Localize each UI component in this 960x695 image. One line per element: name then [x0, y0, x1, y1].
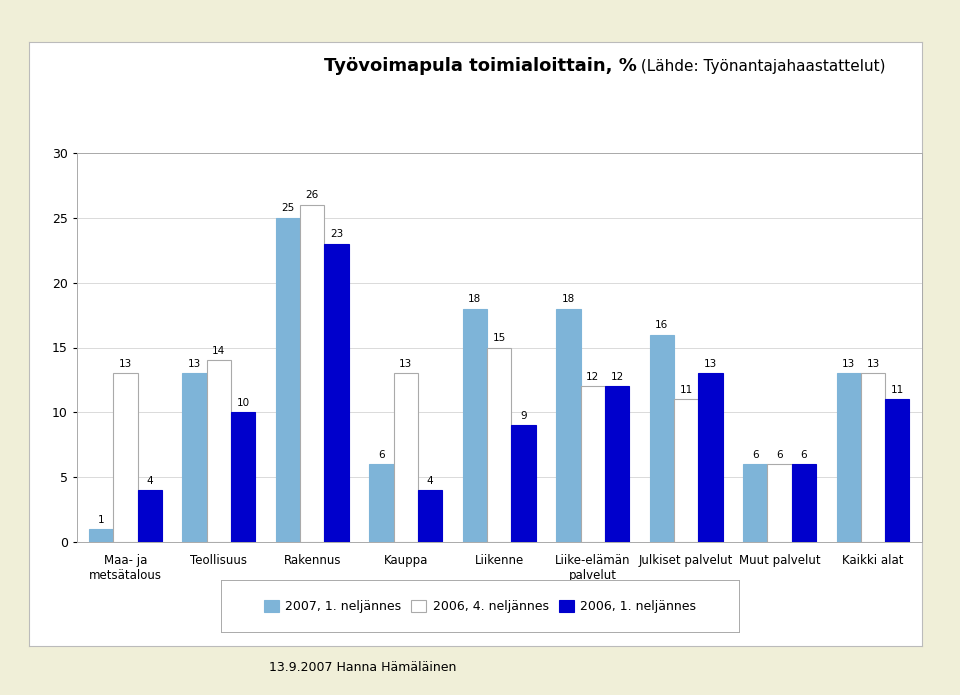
Bar: [512, 425, 536, 542]
Bar: [89, 529, 113, 542]
Text: 15: 15: [492, 333, 506, 343]
Bar: [418, 490, 443, 542]
Text: 13.9.2007 Hanna Hämäläinen: 13.9.2007 Hanna Hämäläinen: [269, 661, 456, 673]
Bar: [300, 205, 324, 542]
Bar: [324, 244, 348, 542]
Text: 6: 6: [752, 450, 758, 459]
Text: Työvoimapula toimialoittain, %: Työvoimapula toimialoittain, %: [324, 57, 636, 75]
Bar: [394, 373, 418, 542]
Text: 6: 6: [801, 450, 807, 459]
Bar: [370, 464, 394, 542]
Bar: [206, 361, 231, 542]
Text: 6: 6: [777, 450, 782, 459]
Bar: [276, 218, 300, 542]
Bar: [767, 464, 792, 542]
Bar: [556, 309, 581, 542]
Text: 13: 13: [399, 359, 413, 369]
Text: 23: 23: [330, 229, 344, 239]
Text: (Lähde: Työnantajahaastattelut): (Lähde: Työnantajahaastattelut): [636, 58, 886, 74]
Text: 12: 12: [586, 372, 599, 382]
Text: 14: 14: [212, 346, 226, 356]
Text: 13: 13: [119, 359, 132, 369]
Bar: [113, 373, 137, 542]
Text: 25: 25: [281, 203, 295, 213]
Text: 13: 13: [866, 359, 879, 369]
Bar: [743, 464, 767, 542]
Text: 4: 4: [427, 475, 433, 486]
Text: 10: 10: [236, 398, 250, 408]
Bar: [487, 348, 512, 542]
Text: 11: 11: [680, 385, 693, 395]
Text: 11: 11: [891, 385, 904, 395]
Text: 26: 26: [305, 190, 319, 200]
Text: 12: 12: [611, 372, 624, 382]
Bar: [231, 412, 255, 542]
Bar: [605, 386, 629, 542]
Text: 18: 18: [468, 294, 482, 304]
Bar: [836, 373, 861, 542]
Bar: [674, 400, 698, 542]
Bar: [861, 373, 885, 542]
Bar: [182, 373, 206, 542]
Bar: [885, 400, 909, 542]
Text: 4: 4: [146, 475, 153, 486]
Text: 16: 16: [655, 320, 668, 330]
Text: 18: 18: [562, 294, 575, 304]
Text: 13: 13: [704, 359, 717, 369]
Bar: [137, 490, 162, 542]
Bar: [650, 334, 674, 542]
Legend: 2007, 1. neljännes, 2006, 4. neljännes, 2006, 1. neljännes: 2007, 1. neljännes, 2006, 4. neljännes, …: [259, 595, 701, 618]
Bar: [792, 464, 816, 542]
Text: 13: 13: [842, 359, 855, 369]
Text: 9: 9: [520, 411, 527, 420]
Text: 1: 1: [98, 514, 105, 525]
Text: 6: 6: [378, 450, 385, 459]
Bar: [463, 309, 487, 542]
Bar: [698, 373, 723, 542]
Bar: [581, 386, 605, 542]
Text: 13: 13: [188, 359, 202, 369]
